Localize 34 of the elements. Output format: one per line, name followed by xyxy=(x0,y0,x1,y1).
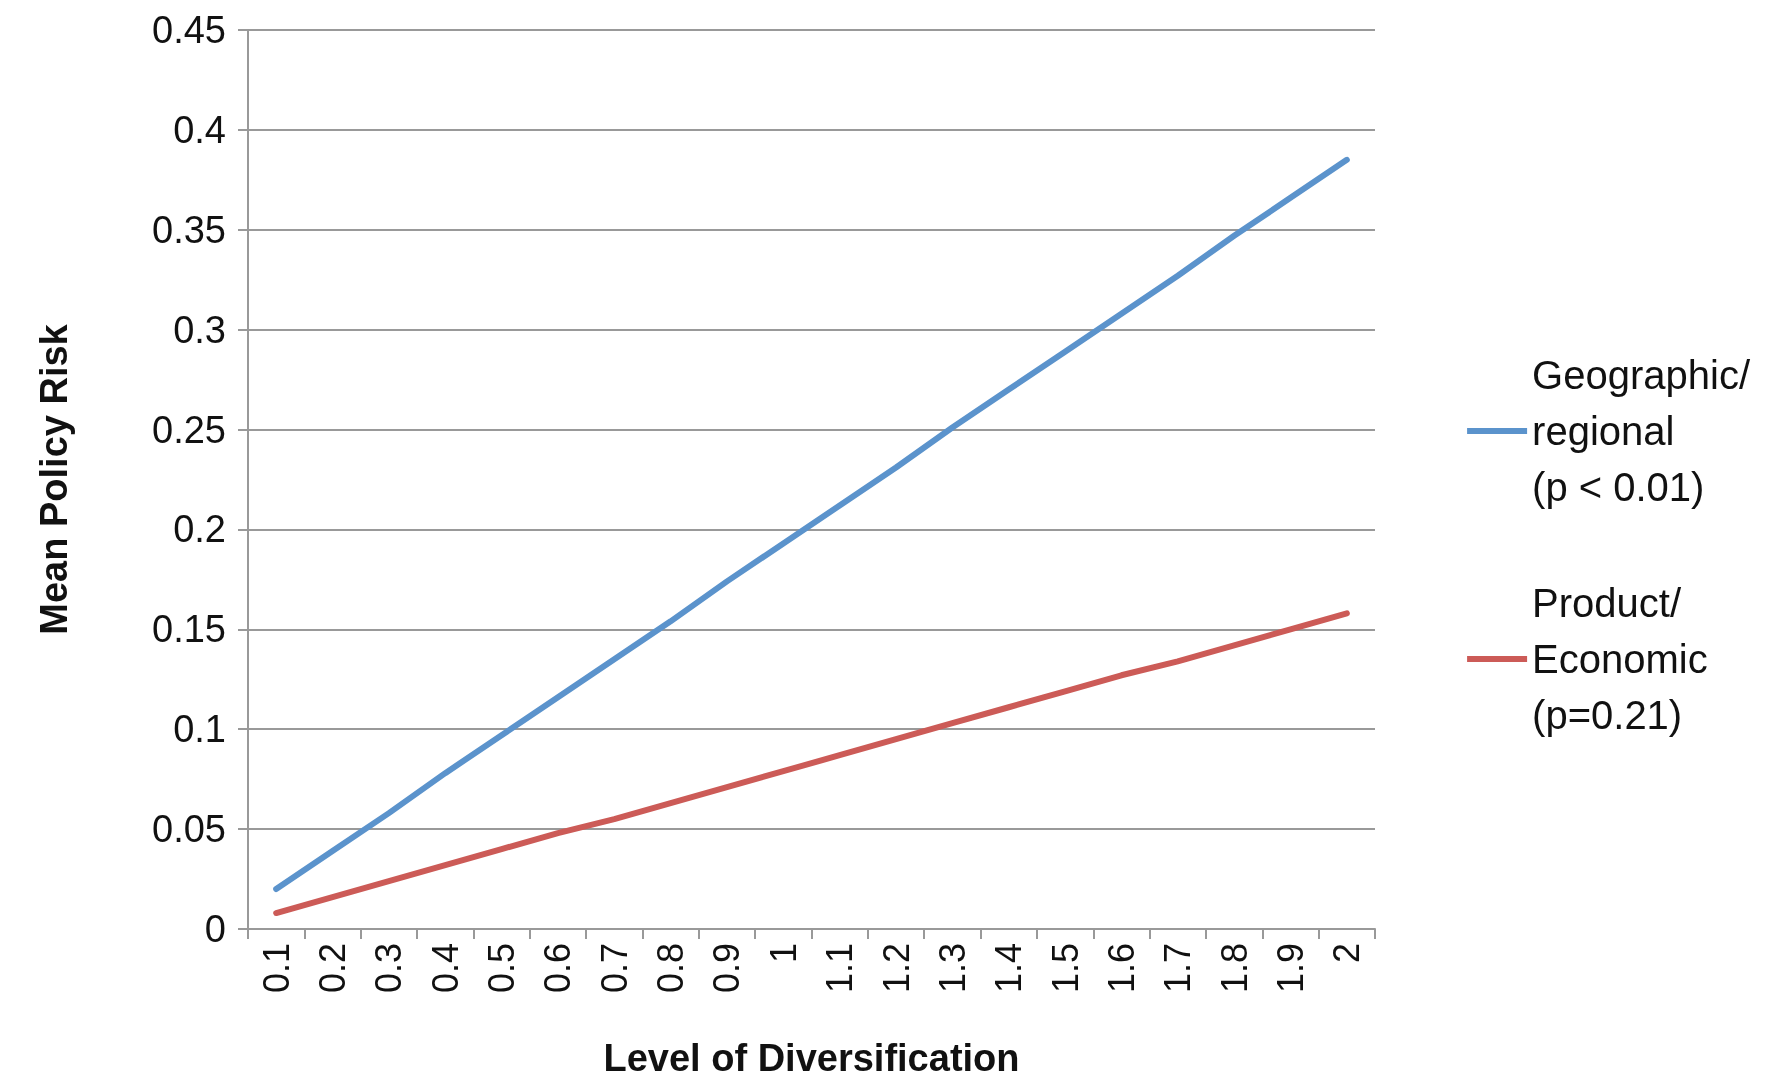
y-tick-label: 0.3 xyxy=(173,308,226,351)
x-tick-label: 1.1 xyxy=(819,943,861,994)
x-tick-label: 0.9 xyxy=(706,943,748,994)
x-tick-label: 1.7 xyxy=(1157,943,1199,994)
x-tick-label: 2 xyxy=(1326,943,1368,964)
x-tick-label: 0.1 xyxy=(255,943,297,994)
x-tick-label: 1.6 xyxy=(1100,943,1142,994)
y-tick-label: 0.2 xyxy=(173,508,226,551)
y-tick-label: 0.35 xyxy=(152,208,226,251)
y-tick-label: 0.15 xyxy=(152,608,226,651)
x-tick-label: 0.5 xyxy=(481,943,523,994)
x-tick-label: 1.3 xyxy=(931,943,973,994)
y-tick-label: 0.45 xyxy=(152,9,226,51)
x-tick-label: 1.8 xyxy=(1213,943,1255,994)
y-tick-label: 0.1 xyxy=(173,708,226,751)
y-axis-title: Mean Policy Risk xyxy=(33,323,75,635)
x-axis-title: Level of Diversification xyxy=(603,1037,1020,1079)
x-tick-label: 1.2 xyxy=(875,943,917,994)
legend-label: Geographic/ regional (p < 0.01) xyxy=(1532,353,1751,509)
x-tick-label: 0.4 xyxy=(424,943,466,994)
x-tick-label: 0.2 xyxy=(312,943,354,994)
y-tick-label: 0.25 xyxy=(152,408,226,451)
x-tick-label: 1 xyxy=(762,943,804,964)
x-tick-label: 1.4 xyxy=(988,943,1030,994)
y-tick-label: 0.05 xyxy=(152,808,226,851)
x-tick-label: 1.5 xyxy=(1044,943,1086,994)
x-tick-label: 0.7 xyxy=(593,943,635,994)
x-tick-label: 0.3 xyxy=(368,943,410,994)
x-tick-label: 0.6 xyxy=(537,943,579,994)
x-tick-label: 1.9 xyxy=(1269,943,1311,994)
legend-label: Product/ Economic (p=0.21) xyxy=(1532,581,1708,737)
y-tick-label: 0.4 xyxy=(173,108,226,151)
x-tick-label: 0.8 xyxy=(650,943,692,994)
y-tick-label: 0 xyxy=(204,908,226,950)
